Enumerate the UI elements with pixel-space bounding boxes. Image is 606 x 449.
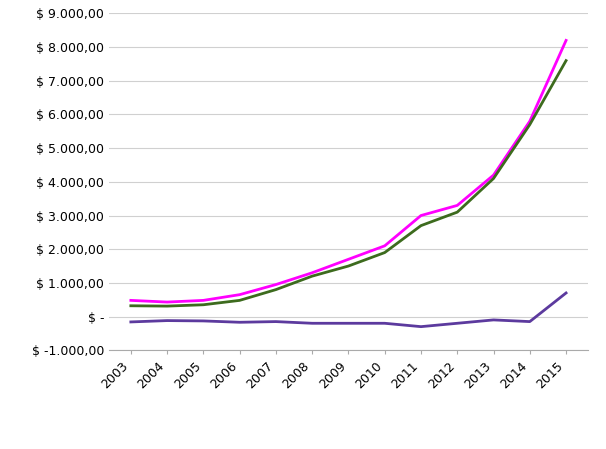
Mujer — [526, 122, 533, 128]
Varón — [418, 213, 425, 218]
Mujer — [345, 263, 352, 269]
Varón — [164, 299, 171, 305]
Diferencia — [345, 321, 352, 326]
Diferencia — [236, 320, 243, 325]
Diferencia — [308, 321, 316, 326]
Varón — [272, 282, 279, 287]
Varón — [236, 292, 243, 297]
Diferencia — [164, 318, 171, 323]
Diferencia — [200, 318, 207, 324]
Diferencia — [272, 319, 279, 324]
Mujer — [562, 58, 570, 63]
Mujer — [127, 303, 135, 308]
Mujer — [308, 273, 316, 279]
Mujer — [418, 223, 425, 228]
Mujer — [200, 302, 207, 308]
Mujer — [164, 304, 171, 309]
Diferencia — [490, 317, 497, 323]
Diferencia — [454, 321, 461, 326]
Mujer — [272, 287, 279, 292]
Diferencia — [562, 291, 570, 296]
Line: Mujer: Mujer — [131, 61, 566, 306]
Diferencia — [381, 321, 388, 326]
Mujer — [454, 209, 461, 215]
Varón — [200, 298, 207, 303]
Varón — [454, 203, 461, 208]
Diferencia — [418, 324, 425, 330]
Varón — [127, 298, 135, 303]
Varón — [526, 119, 533, 124]
Diferencia — [127, 319, 135, 325]
Varón — [490, 172, 497, 178]
Line: Diferencia: Diferencia — [131, 293, 566, 327]
Mujer — [236, 298, 243, 303]
Varón — [562, 38, 570, 43]
Varón — [381, 243, 388, 249]
Mujer — [381, 250, 388, 255]
Line: Varón: Varón — [131, 40, 566, 302]
Varón — [308, 270, 316, 276]
Mujer — [490, 176, 497, 181]
Varón — [345, 257, 352, 262]
Diferencia — [526, 319, 533, 324]
